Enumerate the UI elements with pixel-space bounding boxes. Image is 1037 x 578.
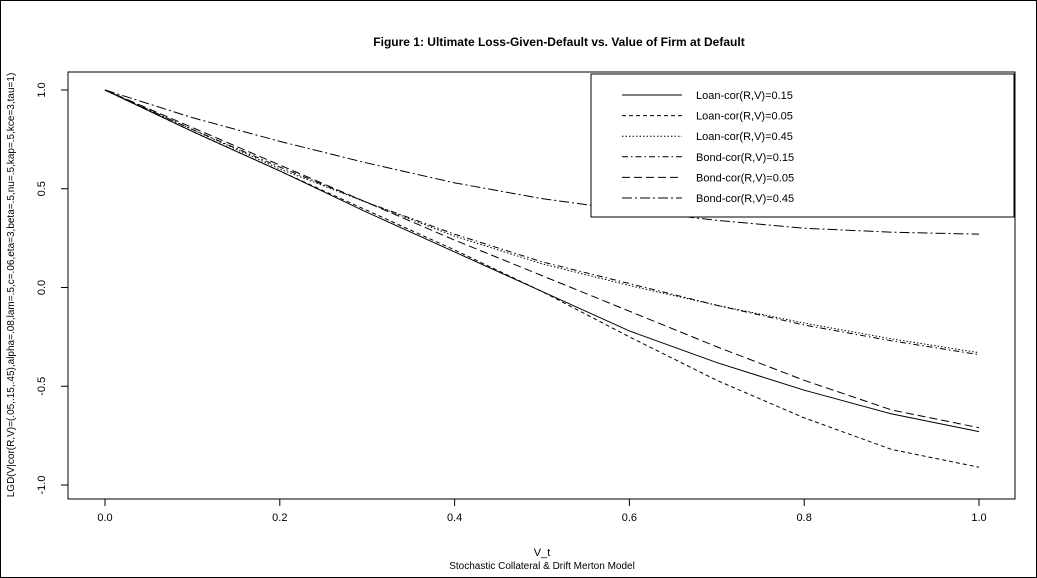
y-axis-label: LGD(V|cor(R,V)=(.05,.15,.45),alpha=.08,l… (6, 73, 17, 498)
x-tick-label: 1.0 (971, 512, 986, 524)
x-tick-label: 0.8 (797, 512, 812, 524)
chart-subtitle: Stochastic Collateral & Drift Merton Mod… (449, 561, 635, 572)
legend-label: Loan-cor(R,V)=0.45 (696, 131, 793, 143)
legend: Loan-cor(R,V)=0.15 Loan-cor(R,V)=0.05 Loan… (590, 73, 1015, 218)
legend-label: Bond-cor(R,V)=0.05 (696, 172, 794, 184)
legend-box (590, 73, 1015, 218)
legend-label: Bond-cor(R,V)=0.15 (696, 152, 794, 164)
x-tick-label: 0.2 (272, 512, 287, 524)
y-tick-label: 1.0 (36, 82, 48, 97)
x-axis: 0.0 0.2 0.4 0.6 0.8 1.0 (97, 498, 987, 524)
legend-label: Bond-cor(R,V)=0.45 (696, 193, 794, 205)
y-tick-label: 0.0 (36, 280, 48, 295)
x-tick-label: 0.4 (447, 512, 462, 524)
x-tick-label: 0.6 (622, 512, 637, 524)
legend-label: Loan-cor(R,V)=0.15 (696, 90, 793, 102)
x-axis-label: V_t (534, 547, 551, 559)
series-line-1 (104, 89, 980, 433)
y-tick-label: -0.5 (36, 377, 48, 396)
series-lines (104, 89, 980, 468)
y-tick-label: 0.5 (36, 181, 48, 196)
y-tick-label: -1.0 (36, 476, 48, 495)
legend-label: Loan-cor(R,V)=0.05 (696, 111, 793, 123)
y-axis: -1.0 -0.5 0.0 0.5 1.0 (36, 82, 69, 495)
x-tick-label: 0.0 (97, 512, 112, 524)
series-line-5 (104, 89, 980, 429)
chart-title: Figure 1: Ultimate Loss-Given-Default vs… (373, 35, 744, 49)
series-line-6 (104, 89, 980, 235)
